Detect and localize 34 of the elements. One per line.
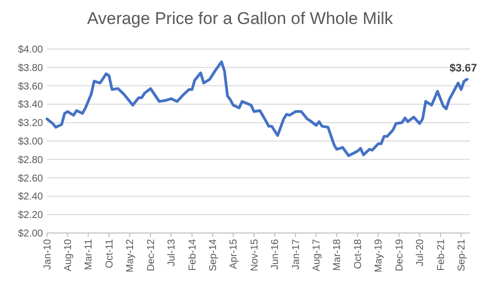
y-tick-label: $3.40	[18, 100, 44, 111]
x-tick-label: Jul-20	[415, 238, 426, 266]
x-tick-label: Jul-13	[166, 238, 178, 266]
x-tick-label: Sep-21	[456, 238, 468, 272]
x-tick-label: Sep-14	[208, 238, 220, 272]
y-tick-label: $2.80	[18, 154, 44, 166]
x-tick-label: Nov-15	[250, 238, 261, 272]
x-tick-label: Jun-16	[270, 238, 282, 270]
x-tick-label: Dec-12	[146, 238, 158, 272]
x-tick-label: Apr-15	[228, 238, 240, 270]
y-tick-label: $2.20	[18, 210, 44, 222]
y-tick-label: $2.60	[18, 173, 44, 184]
y-tick-label: $3.20	[18, 118, 44, 130]
x-tick-label: May-12	[125, 238, 136, 272]
x-tick-label: May-19	[374, 238, 385, 272]
x-tick-label: Mar-18	[332, 238, 344, 271]
y-tick-label: $2.00	[18, 228, 44, 240]
y-tick-label: $3.80	[18, 62, 44, 74]
chart-title: Average Price for a Gallon of Whole Milk	[87, 9, 394, 28]
x-tick-label: Jan-17	[291, 238, 302, 270]
y-tick-label: $3.00	[18, 136, 44, 148]
x-tick-label: Aug-10	[63, 238, 74, 272]
y-tick-label: $3.60	[18, 81, 44, 92]
x-tick-label: Mar-11	[84, 238, 95, 270]
y-tick-label: $4.00	[18, 44, 44, 56]
x-tick-label: Jan-10	[42, 238, 54, 270]
x-tick-label: Oct-11	[104, 238, 116, 268]
x-tick-label: Aug-17	[312, 238, 323, 272]
x-tick-label: Feb-14	[188, 238, 199, 271]
annotation: $3.67	[449, 62, 477, 74]
y-tick-label: $2.40	[18, 192, 44, 203]
x-tick-label: Dec-19	[394, 238, 406, 272]
x-tick-label: Oct-18	[353, 238, 364, 270]
x-tick-label: Feb-21	[436, 238, 448, 271]
